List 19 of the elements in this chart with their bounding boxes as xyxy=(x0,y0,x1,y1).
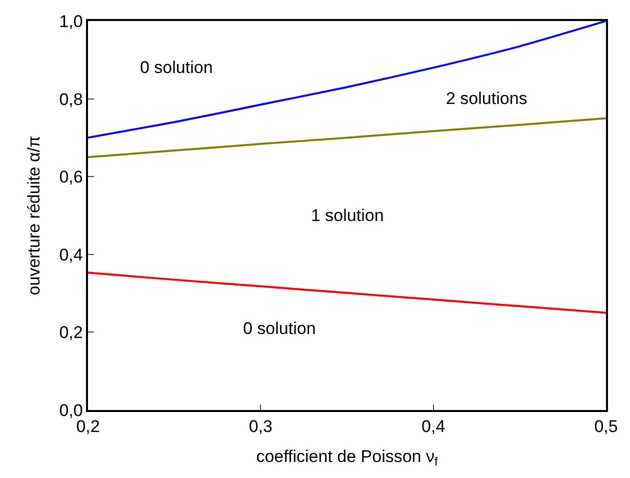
annotation: 0 solution xyxy=(140,58,213,77)
annotation: 0 solution xyxy=(243,319,316,338)
y-tick-label: 0,4 xyxy=(59,245,83,264)
line-series xyxy=(88,117,606,158)
y-tick-label: 0,6 xyxy=(59,168,83,187)
y-tick-label: 0,0 xyxy=(59,400,83,420)
x-tick-label: 0,3 xyxy=(248,417,272,436)
x-tick-label: 0,4 xyxy=(422,417,446,436)
y-tick-label: 1,0 xyxy=(59,12,83,31)
x-tick-label: 0,2 xyxy=(76,417,100,436)
line-series xyxy=(88,272,606,314)
x-axis-title: coefficient de Poisson ν$_{f}$ xyxy=(256,447,438,469)
line-series xyxy=(88,21,606,139)
y-axis-title: ouverture réduite α/π xyxy=(24,136,44,296)
y-tick-label: 0,2 xyxy=(59,323,83,342)
annotation: 2 solutions xyxy=(446,89,528,108)
y-tick-label: 0,8 xyxy=(59,90,83,109)
annotation: 1 solution xyxy=(311,206,384,225)
x-tick-label: 0,5 xyxy=(594,417,618,436)
